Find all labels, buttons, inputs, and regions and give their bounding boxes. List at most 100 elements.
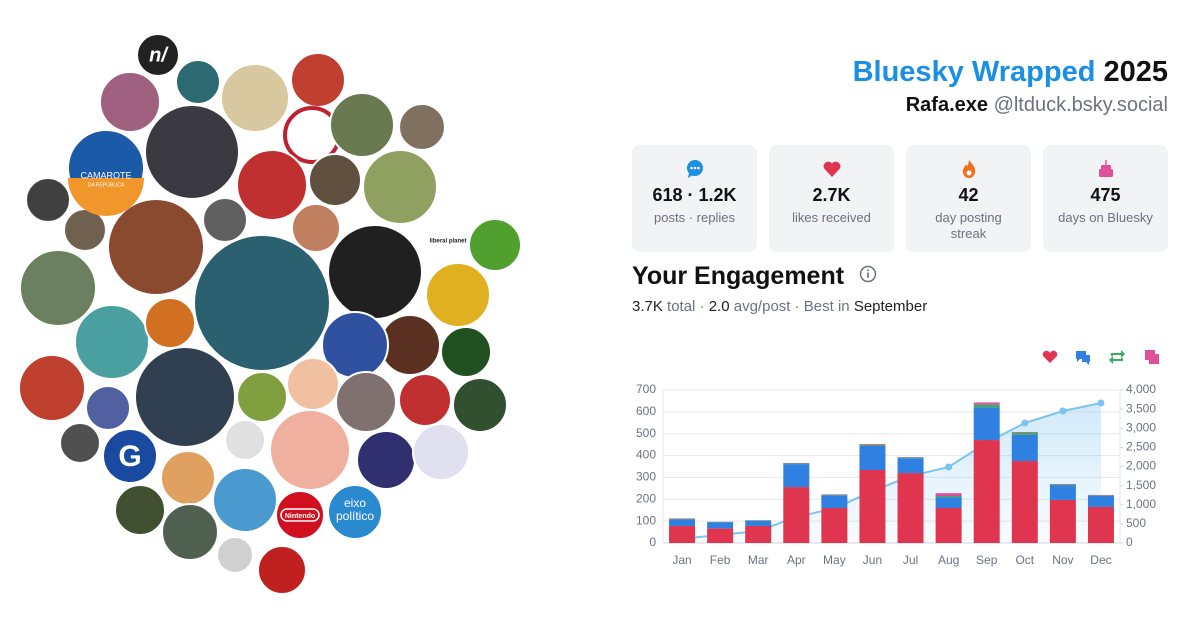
y2-tick-label: 2,500 [1126, 440, 1156, 454]
x-tick-label: May [823, 553, 846, 567]
info-icon[interactable] [859, 265, 877, 283]
x-tick-label: Sep [976, 553, 998, 567]
stat-label: likes received [792, 210, 871, 225]
avatar [102, 428, 158, 484]
avatar [161, 503, 219, 561]
bar-segment [897, 473, 924, 543]
bar-segment [783, 464, 810, 488]
bar-segment [1011, 432, 1038, 435]
avatar [440, 326, 492, 378]
avatar [114, 484, 166, 536]
engagement-chart: 0 100 200 300 400 500 600 700 0 500 1,000 1,500 2,00… [636, 350, 1159, 567]
y-tick-label: 0 [649, 535, 656, 549]
bar-segment [1011, 461, 1038, 543]
avatar [275, 490, 325, 540]
bar-segment [707, 528, 734, 543]
avatar [74, 304, 150, 380]
bar-segment [1087, 495, 1114, 497]
bar-segment [1087, 496, 1114, 507]
section-title: Your Engagement [632, 262, 877, 291]
bar-segment [783, 487, 810, 543]
avatar [356, 430, 416, 490]
legend-symbol [1076, 351, 1090, 365]
summary-avg: 2.0 [708, 298, 730, 315]
bar-segment [973, 440, 1000, 543]
bar-segment [973, 402, 1000, 405]
stat-card: 475 days on Bluesky [1043, 145, 1168, 252]
line-area [682, 403, 1101, 543]
y2-tick-label: 1,500 [1126, 478, 1156, 492]
avatar [18, 354, 86, 422]
profile: Rafa.exe @ltduck.bsky.social [906, 94, 1168, 117]
bar-segment [859, 443, 886, 445]
x-tick-label: Jun [863, 553, 882, 567]
avatar [99, 71, 161, 133]
x-tick-label: Aug [938, 553, 959, 567]
avatar [220, 63, 290, 133]
line-point [1059, 407, 1067, 415]
avatar [412, 423, 470, 481]
summary-text: avg/post · Best in [733, 298, 850, 315]
stat-value: 2.7K [812, 185, 851, 205]
y2-tick-label: 4,000 [1126, 382, 1156, 396]
avatar [25, 177, 71, 223]
stat-card: 42 day posting streak [906, 145, 1031, 252]
avatar [236, 371, 288, 423]
x-tick-label: Feb [710, 553, 731, 567]
avatar [452, 377, 508, 433]
y2-tick-label: 500 [1126, 516, 1146, 530]
title-brand: Bluesky Wrapped [852, 56, 1096, 88]
legend-icon[interactable] [1042, 350, 1058, 363]
line-point [945, 463, 953, 471]
avatar [134, 346, 236, 448]
avatar [216, 536, 254, 574]
x-tick-label: Mar [748, 553, 769, 567]
avatar [175, 59, 221, 105]
stat-icon [686, 160, 703, 178]
y-tick-label: 600 [636, 404, 656, 418]
bar-segment [935, 508, 962, 543]
y-tick-label: 500 [636, 426, 656, 440]
bar-segment [973, 407, 1000, 441]
bar-segment [859, 444, 886, 446]
legend-icon[interactable] [1109, 350, 1125, 364]
x-tick-label: Oct [1015, 553, 1034, 567]
legend-icon[interactable] [1076, 351, 1090, 365]
avatar [329, 92, 395, 158]
y2-tick-label: 3,000 [1126, 420, 1156, 434]
avatar [335, 371, 397, 433]
legend-symbol [1145, 350, 1159, 364]
avatar [398, 103, 446, 151]
avatar-cloud: n/ CAMAROTE DA REPÚBLICA liberal planet … [18, 33, 522, 595]
avatars [18, 33, 522, 595]
bar-segment [897, 457, 924, 459]
page-title: Bluesky Wrapped 2025 [853, 56, 1168, 89]
stat-icon [1098, 160, 1113, 177]
avatar [136, 33, 180, 77]
avatar-logo-text: DA REPÚBLICA [88, 181, 125, 188]
avatar [424, 208, 472, 256]
bar-segment [1087, 506, 1114, 543]
bar-segment [669, 519, 696, 526]
avatar [19, 249, 97, 327]
avatar-logo-text: CAMAROTE [80, 170, 131, 180]
stat-icon [823, 161, 840, 177]
line-point [1097, 399, 1105, 407]
bar-segment [1049, 485, 1076, 500]
summary-text: total · [667, 298, 705, 315]
bar-segment [1011, 434, 1038, 462]
bar-segment [935, 497, 962, 509]
stat-label: days on Bluesky [1058, 210, 1153, 225]
bar-segment [821, 508, 848, 543]
avatar [468, 218, 522, 272]
legend-icon[interactable] [1145, 350, 1159, 364]
bar-segment [859, 445, 886, 470]
bar-segment [935, 496, 962, 498]
avatar-logo-text: n/ [149, 44, 169, 66]
bar-segment [745, 520, 772, 526]
bar-segment [783, 463, 810, 465]
avatar-detail [280, 508, 320, 522]
bar-segment [821, 494, 848, 496]
summary-best: September [853, 298, 928, 315]
